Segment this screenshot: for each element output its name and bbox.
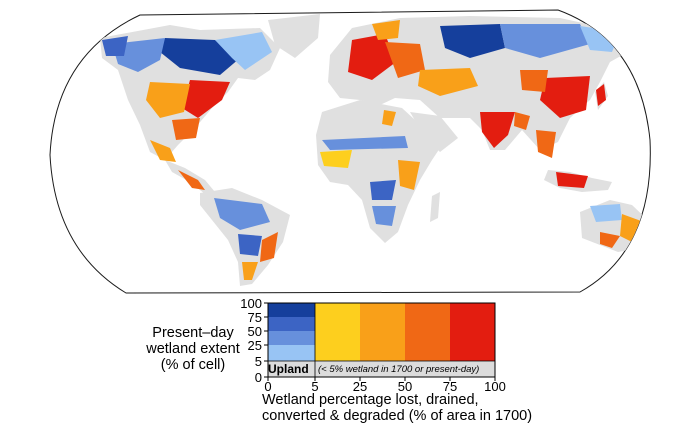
wetland-patch-australia-south xyxy=(600,232,620,248)
wetland-patch-pantanal xyxy=(238,234,262,256)
africa-landmass xyxy=(316,100,444,243)
wetland-patch-nile xyxy=(382,110,396,126)
legend-cell-extent-50 xyxy=(268,331,315,345)
wetland-patch-central-america xyxy=(178,170,205,190)
wetland-patch-scandinavia xyxy=(372,20,400,40)
legend-y-tick: 25 xyxy=(247,338,262,353)
wetland-patch-central-asia xyxy=(418,68,478,96)
legend-x-tick: 25 xyxy=(352,379,368,394)
wetland-patch-southeast-asia xyxy=(536,130,556,158)
wetland-patch-mexico xyxy=(150,140,176,162)
legend-y-tick: 75 xyxy=(247,310,262,325)
legend-cell-loss-50-75 xyxy=(405,303,450,361)
wetland-patch-japan xyxy=(596,84,606,106)
legend-y-title: Present–day wetland extent (% of cell) xyxy=(128,325,258,373)
wetland-patch-china-east xyxy=(540,76,590,118)
wetland-patch-west-africa xyxy=(320,150,352,168)
legend-y-tick: 50 xyxy=(247,324,262,339)
legend-grid xyxy=(264,302,496,381)
legend-x-title: Wetland percentage lost, drained, conver… xyxy=(262,392,533,424)
new-zealand-landmass xyxy=(648,248,651,272)
wetland-patch-new-zealand xyxy=(650,252,651,268)
legend-cell-loss-25-50 xyxy=(360,303,405,361)
wetland-patch-congo xyxy=(370,180,396,200)
greenland-landmass xyxy=(268,14,320,58)
legend-cell-extent-75 xyxy=(268,317,315,331)
wetland-patch-amazon xyxy=(214,198,270,230)
legend-y-tick: 100 xyxy=(240,296,262,311)
legend-cell-extent-25 xyxy=(268,345,315,361)
wetland-patch-southern-africa xyxy=(372,206,396,226)
wetland-patch-brazil-coast xyxy=(260,232,278,262)
wetland-patch-europe-east xyxy=(385,42,425,78)
wetland-patch-usa-central xyxy=(146,82,190,118)
legend-x-tick: 50 xyxy=(397,379,413,394)
wetland-patch-canada-low xyxy=(215,32,272,70)
legend-x-title-line: converted & degraded (% of area in 1700) xyxy=(262,407,533,424)
legend-upland-note: (< 5% wetland in 1700 or present-day) xyxy=(318,364,480,375)
wetland-patch-usa-east xyxy=(182,80,230,118)
legend-upland-label: Upland xyxy=(268,362,309,376)
legend-y-title-line: wetland extent xyxy=(146,341,240,357)
legend-y-tick: 5 xyxy=(254,354,262,369)
wetland-patch-alaska xyxy=(102,36,128,56)
wetland-patch-east-africa xyxy=(398,160,420,190)
wetland-patch-europe-west xyxy=(348,34,396,80)
legend-y-tick: 0 xyxy=(254,370,262,385)
legend-x-tick: 0 xyxy=(264,379,272,394)
legend-y-title-line: (% of cell) xyxy=(160,357,226,373)
legend-cell-extent-100 xyxy=(268,303,315,317)
wetland-patch-indonesia xyxy=(556,172,588,188)
wetland-patch-australia-north xyxy=(590,204,622,222)
wetland-patch-west-siberia xyxy=(440,24,505,58)
legend-x-tick: 100 xyxy=(484,379,506,394)
legend-cell-loss-75-100 xyxy=(450,303,495,361)
legend-x-tick: 5 xyxy=(311,379,319,394)
madagascar-landmass xyxy=(430,192,440,222)
wetland-patch-india xyxy=(480,112,515,148)
wetland-patch-bangladesh xyxy=(514,112,530,130)
wetland-patch-pampas xyxy=(242,262,258,280)
legend-cell-loss-5-25 xyxy=(315,303,360,361)
legend-border xyxy=(267,302,496,378)
wetland-patch-siberia xyxy=(500,24,590,58)
legend-cell-upland xyxy=(268,361,495,377)
wetland-patch-sahel xyxy=(322,136,408,150)
wetland-patch-usa-south xyxy=(172,118,200,140)
legend-x-title-line: Wetland percentage lost, drained, xyxy=(262,392,479,408)
legend-y-title-line: Present–day xyxy=(152,325,234,341)
legend-x-tick: 75 xyxy=(442,379,458,394)
wetland-patch-china-north xyxy=(520,70,548,92)
arabia-landmass xyxy=(410,112,458,152)
wetland-patch-canada-high xyxy=(160,38,240,75)
